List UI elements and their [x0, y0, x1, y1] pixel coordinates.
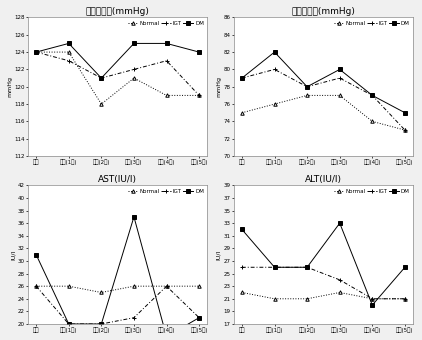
Title: AST(IU/l): AST(IU/l) — [98, 175, 137, 184]
Y-axis label: mmHg: mmHg — [7, 76, 12, 97]
Legend: Normal, IGT, DM: Normal, IGT, DM — [127, 188, 205, 194]
Legend: Normal, IGT, DM: Normal, IGT, DM — [333, 20, 410, 26]
Legend: Normal, IGT, DM: Normal, IGT, DM — [127, 20, 205, 26]
Y-axis label: IU/l: IU/l — [216, 250, 221, 260]
Title: 이완기혁압(mmHg): 이완기혁압(mmHg) — [292, 7, 355, 16]
Y-axis label: mmHg: mmHg — [216, 76, 221, 97]
Title: 수충기혁압(mmHg): 수충기혁압(mmHg) — [86, 7, 149, 16]
Title: ALT(IU/l): ALT(IU/l) — [305, 175, 342, 184]
Legend: Normal, IGT, DM: Normal, IGT, DM — [333, 188, 410, 194]
Y-axis label: IU/l: IU/l — [11, 250, 16, 260]
